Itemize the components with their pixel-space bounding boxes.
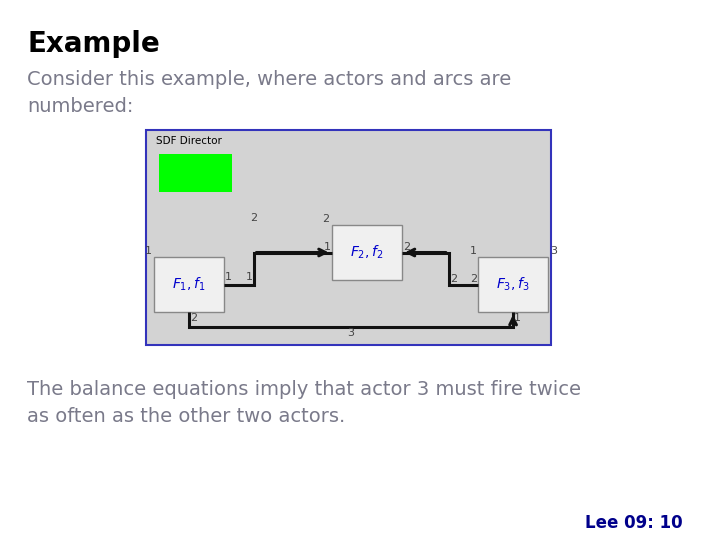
Text: 1: 1	[514, 313, 521, 323]
Text: 1: 1	[225, 273, 233, 282]
Text: Lee 09: 10: Lee 09: 10	[585, 514, 683, 532]
Text: 2: 2	[250, 213, 257, 223]
Text: 3: 3	[550, 246, 557, 256]
Text: The balance equations imply that actor 3 must fire twice
as often as the other t: The balance equations imply that actor 3…	[27, 380, 581, 426]
Text: 1: 1	[145, 246, 152, 256]
Text: Consider this example, where actors and arcs are
numbered:: Consider this example, where actors and …	[27, 70, 512, 116]
Bar	[332, 225, 402, 280]
Bar	[154, 257, 225, 312]
Text: 2: 2	[450, 273, 456, 284]
Text: $F_2, f_2$: $F_2, f_2$	[350, 244, 384, 261]
Text: 2: 2	[323, 214, 330, 224]
Text: 2: 2	[403, 241, 410, 252]
Text: 3: 3	[348, 328, 355, 338]
Text: $F_1, f_1$: $F_1, f_1$	[172, 276, 206, 293]
Text: 2: 2	[190, 313, 197, 323]
Text: 2: 2	[470, 273, 477, 284]
Text: 1: 1	[324, 241, 330, 252]
Text: Example: Example	[27, 30, 160, 58]
Text: $F_3, f_3$: $F_3, f_3$	[496, 276, 530, 293]
Text: SDF Director: SDF Director	[156, 136, 222, 146]
Text: 1: 1	[246, 273, 253, 282]
Bar	[478, 257, 548, 312]
Bar	[146, 130, 551, 345]
Text: 1: 1	[470, 246, 477, 256]
Bar	[159, 154, 232, 192]
